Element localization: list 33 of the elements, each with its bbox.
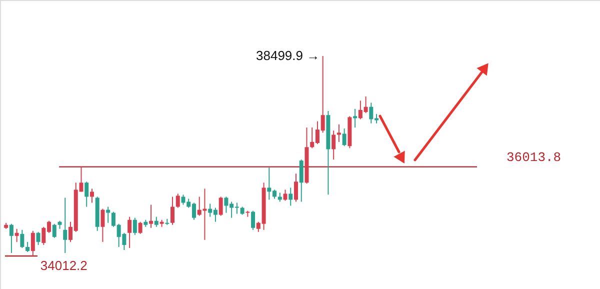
candlestick xyxy=(283,189,288,202)
candlestick xyxy=(84,181,89,208)
candlestick xyxy=(353,108,358,128)
candlestick xyxy=(100,208,105,242)
candlestick xyxy=(154,216,158,228)
candlestick xyxy=(36,231,40,246)
candlestick xyxy=(106,206,110,224)
candlestick xyxy=(138,221,142,234)
candlestick xyxy=(132,217,137,236)
candlestick xyxy=(128,216,132,248)
candlestick xyxy=(30,230,35,256)
candlestick xyxy=(149,204,154,228)
candlestick xyxy=(332,130,336,160)
candlestick xyxy=(20,229,24,248)
candlestick xyxy=(90,188,94,204)
annotation: 38499.9 → xyxy=(256,48,320,63)
candlestick xyxy=(63,197,68,254)
candlestick xyxy=(9,223,14,254)
candlestick xyxy=(176,193,180,208)
candlestick xyxy=(26,241,30,252)
candlestick xyxy=(278,192,282,202)
candlestick xyxy=(52,223,56,238)
candlestick xyxy=(294,173,298,202)
candlestick xyxy=(342,128,346,147)
candlestick xyxy=(14,228,19,242)
candlestick xyxy=(170,196,175,226)
candlestick xyxy=(218,196,223,216)
candlestick xyxy=(299,159,304,202)
ref-line-label: 36013.8 xyxy=(506,150,562,165)
ref-line-label: 34012.2 xyxy=(40,258,88,273)
candlestick xyxy=(336,124,341,142)
candlestick xyxy=(251,210,256,230)
candlestick xyxy=(288,187,293,206)
